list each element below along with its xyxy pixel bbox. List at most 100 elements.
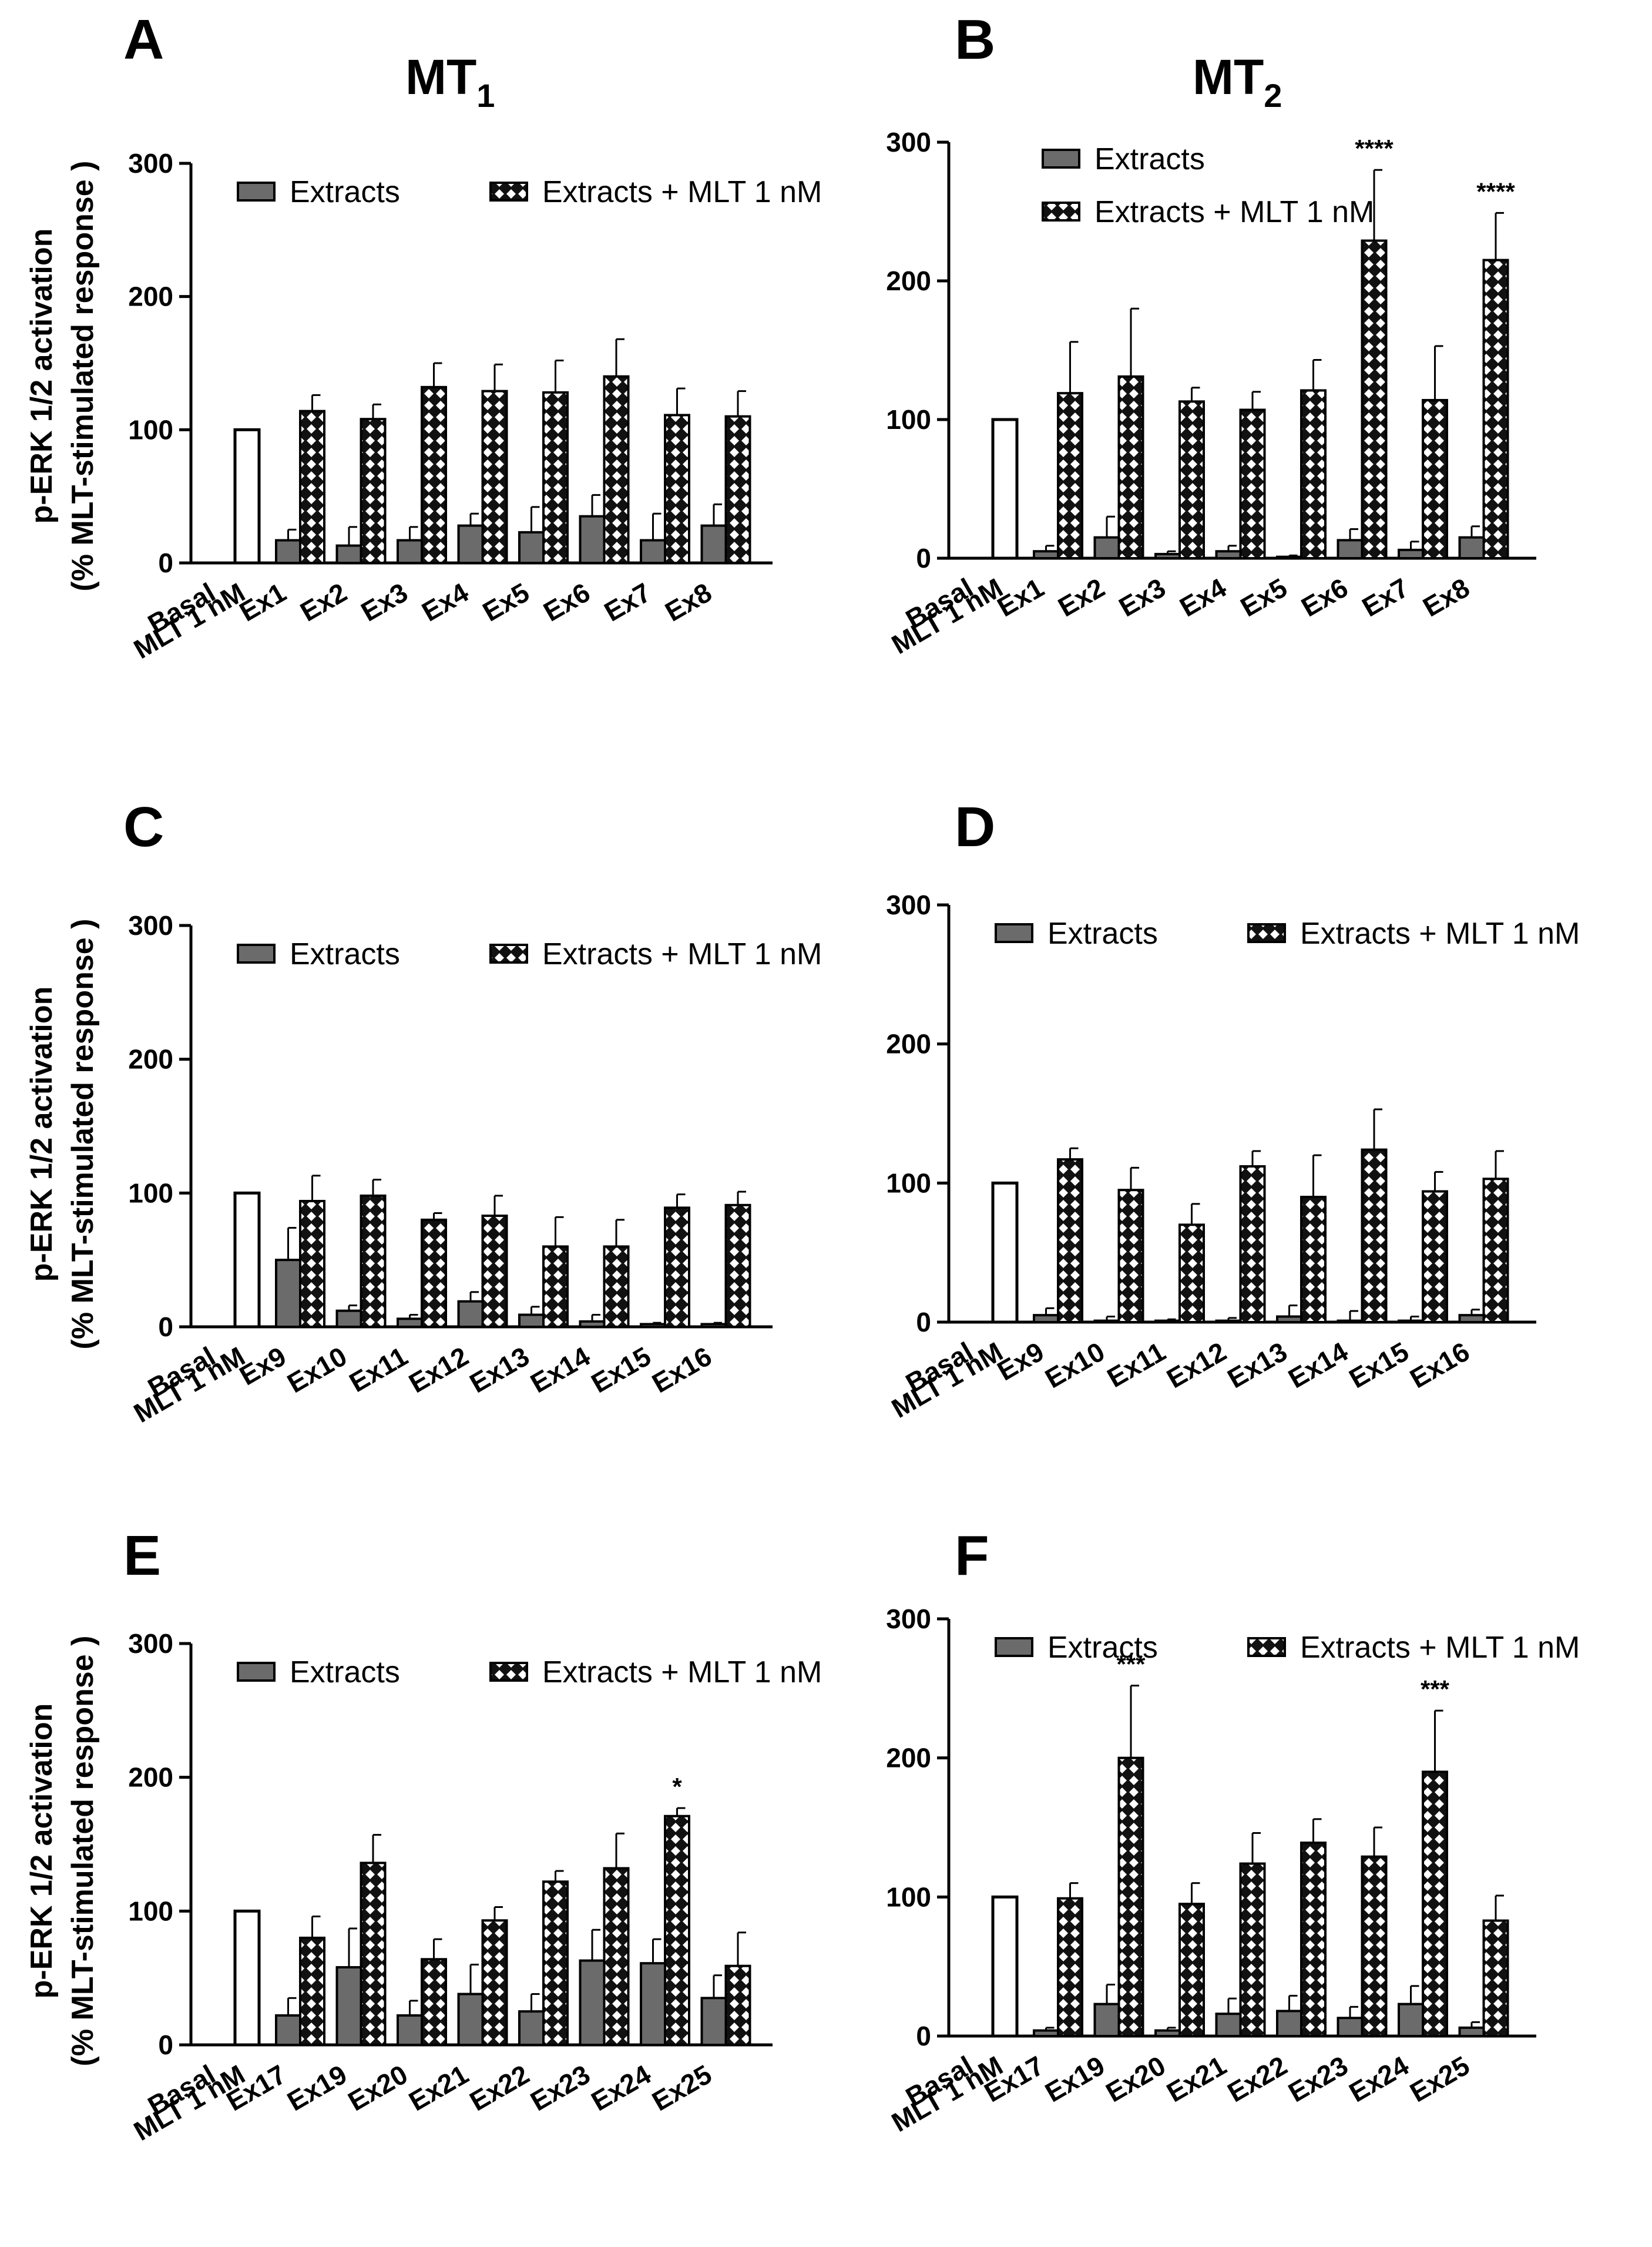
legend-label-extracts-mlt: Extracts + MLT 1 nM (1094, 195, 1374, 229)
bar-extracts-mlt (360, 1862, 387, 2046)
bar-extracts-mlt (1239, 1165, 1266, 1324)
x-category-label: Ex14 (525, 1340, 595, 1398)
legend-swatch-extracts-mlt (489, 944, 528, 964)
bar-extracts (640, 539, 666, 565)
legend-swatch-extracts (1042, 149, 1080, 169)
legend-label-extracts-mlt: Extracts + MLT 1 nM (1300, 917, 1580, 951)
bar-extracts-mlt (1482, 259, 1509, 559)
bar-extracts-mlt (724, 1964, 751, 2047)
x-category-label: Ex23 (1283, 2050, 1353, 2108)
panel-letter: D (955, 796, 995, 858)
bar-extracts (700, 524, 727, 564)
x-category-label: Ex25 (647, 2059, 717, 2117)
y-tick-label: 300 (128, 148, 173, 179)
bar-extracts (579, 1959, 606, 2047)
bar-extracts-mlt (664, 1815, 690, 2046)
bar-mlt-control (991, 1181, 1019, 1324)
y-tick-label: 200 (128, 1044, 173, 1075)
bar-mlt-control (991, 1895, 1019, 2038)
bar-extracts (1154, 1319, 1181, 1323)
y-tick-label: 0 (916, 543, 931, 574)
bar-extracts-mlt (1178, 1903, 1205, 2038)
significance-label: * (672, 1773, 682, 1800)
panel-f: F 0 100 200 300 Extracts Extracts + MLT 1 nM **… (886, 1524, 1580, 2138)
bar-extracts (1093, 536, 1120, 559)
x-category-label: Ex1 (992, 572, 1049, 623)
bar-extracts (335, 1966, 362, 2047)
x-category-label: Ex3 (356, 577, 413, 628)
bar-extracts-mlt (421, 1958, 447, 2046)
bar-extracts (1398, 1319, 1424, 1323)
x-category-label: Ex21 (404, 2059, 474, 2117)
bar-extracts-mlt (421, 1218, 447, 1329)
y-tick-label: 200 (886, 1029, 931, 1059)
legend-swatch-extracts (237, 182, 276, 202)
bar-extracts (275, 2014, 301, 2046)
bar-extracts-mlt (1178, 1223, 1205, 1323)
bar-extracts-mlt (1300, 1842, 1327, 2038)
x-category-label: Ex15 (1344, 1336, 1413, 1394)
bar-extracts (397, 539, 423, 565)
bar-extracts-mlt (1300, 1196, 1327, 1323)
bar-extracts (1458, 536, 1485, 559)
bar-extracts-mlt (1239, 1862, 1266, 2038)
bar-extracts (1154, 552, 1181, 559)
bar-extracts (700, 1323, 727, 1329)
x-category-label: Ex24 (586, 2058, 656, 2117)
x-category-label: Ex15 (586, 1341, 656, 1399)
bar-extracts (397, 1317, 423, 1329)
x-category-label: Ex16 (1405, 1336, 1475, 1394)
y-axis-label-row2: p-ERK 1/2 activation (% MLT-stimulated re… (25, 919, 100, 1350)
x-category-label: Ex9 (234, 1341, 291, 1391)
bar-extracts-mlt (481, 1215, 508, 1328)
x-category-label: Ex3 (1114, 572, 1171, 623)
x-category-label: Ex14 (1283, 1336, 1353, 1394)
x-category-label: Ex2 (295, 577, 352, 628)
bar-extracts-mlt (1482, 1919, 1509, 2037)
x-category-label: Ex8 (660, 577, 717, 628)
x-category-label: Ex24 (1344, 2050, 1413, 2108)
bar-extracts-mlt (299, 1199, 325, 1328)
legend-swatch-extracts-mlt (1247, 923, 1286, 943)
panel-letter: A (123, 8, 164, 71)
legend-label-extracts-mlt: Extracts + MLT 1 nM (542, 1655, 822, 1689)
bar-extracts-mlt (1482, 1178, 1509, 1323)
bar-extracts-mlt (1117, 1189, 1144, 1323)
bar-extracts (579, 515, 606, 565)
x-category-label: Ex1 (234, 577, 291, 628)
y-tick-label: 200 (128, 1762, 173, 1793)
bar-extracts (1093, 1319, 1120, 1323)
legend-label-extracts: Extracts (1047, 1631, 1158, 1665)
bar-extracts (1215, 550, 1242, 560)
legend-swatch-extracts (995, 1637, 1033, 1657)
legend-label-extracts-mlt: Extracts + MLT 1 nM (1300, 1631, 1580, 1665)
significance-label: **** (1476, 177, 1515, 205)
bar-extracts-mlt (1239, 408, 1266, 559)
x-category-label: Ex7 (599, 577, 656, 628)
y-axis-label-row3: p-ERK 1/2 activation (% MLT-stimulated re… (25, 1636, 100, 2067)
bar-extracts (579, 1320, 606, 1328)
panel-b: B 0 100 200 300 Extracts Extracts + MLT 1 nM **… (886, 8, 1536, 660)
x-category-label: Ex20 (1100, 2050, 1170, 2108)
legend-swatch-extracts (237, 944, 276, 964)
bar-extracts (1398, 2003, 1424, 2037)
bar-extracts (1033, 1314, 1059, 1324)
x-category-label: Ex13 (1222, 1336, 1292, 1394)
bar-extracts-mlt (1361, 239, 1388, 559)
x-category-label: Ex11 (344, 1341, 413, 1398)
bar-extracts (518, 2010, 545, 2046)
x-category-label: Ex8 (1418, 572, 1475, 623)
x-category-label: Ex21 (1161, 2050, 1231, 2108)
bar-extracts (1033, 2029, 1059, 2038)
y-tick-label: 200 (886, 1743, 931, 1773)
x-category-label: Ex22 (1222, 2050, 1292, 2108)
y-tick-label: 300 (886, 890, 931, 920)
bar-extracts (640, 1962, 666, 2046)
bar-extracts (335, 1309, 362, 1328)
bar-extracts (1033, 550, 1059, 560)
legend-swatch-extracts-mlt (1042, 202, 1080, 222)
